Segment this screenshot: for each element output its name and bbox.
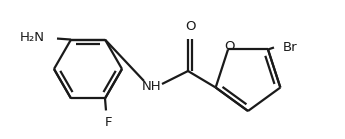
- Text: H₂N: H₂N: [20, 31, 45, 44]
- Text: O: O: [185, 20, 195, 33]
- Text: NH: NH: [142, 80, 162, 92]
- Text: F: F: [104, 116, 112, 129]
- Text: O: O: [224, 40, 234, 54]
- Text: Br: Br: [283, 41, 298, 54]
